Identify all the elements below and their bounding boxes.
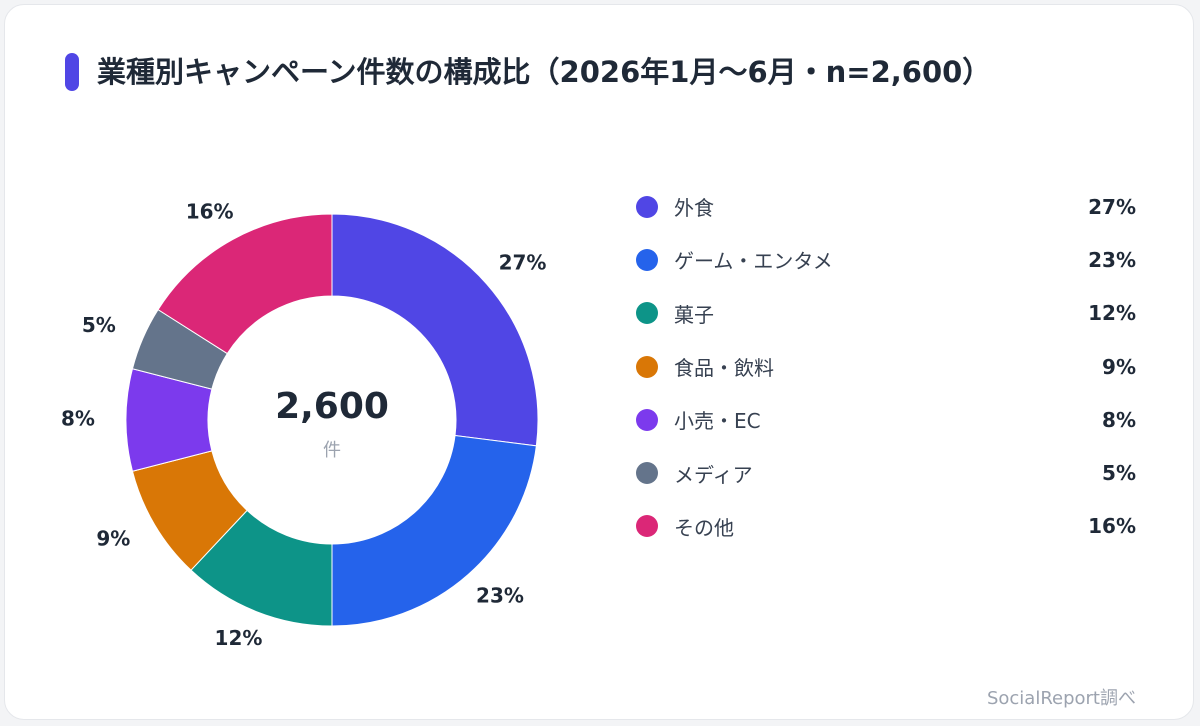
legend-item: ゲーム・エンタメ 23% [636,233,1136,286]
legend-swatch-icon [636,248,658,271]
legend-item: 菓子 12% [636,287,1136,340]
donut-slice-7[interactable] [157,213,333,355]
center-total-value: 2,600 [275,386,389,427]
legend-item: メディア 5% [636,446,1136,499]
legend-value: 5% [1102,461,1136,486]
legend-label: その他 [674,515,734,540]
donut-slices [125,213,539,627]
legend-value: 9% [1102,354,1136,379]
legend-item: 外食 27% [636,180,1136,233]
chart-title: 業種別キャンペーン件数の構成比（2026年1月〜6月・n=2,600） [97,55,992,89]
slice-label-4: 9% [96,527,130,551]
legend-item: 小売・EC 8% [636,393,1136,446]
center-total-unit: 件 [323,440,341,461]
legend-label: 小売・EC [674,409,761,434]
legend-label: ゲーム・エンタメ [674,249,833,274]
legend-item: 食品・飲料 9% [636,340,1136,393]
slice-label-7: 16% [186,200,234,224]
donut-slice-1[interactable] [331,213,539,447]
legend-item: その他 16% [636,500,1136,553]
donut-slice-2[interactable] [331,434,537,627]
legend-swatch-icon [636,462,658,485]
legend-swatch-icon [636,355,658,378]
legend-swatch-icon [636,195,658,218]
legend-label: メディア [674,462,753,487]
legend-label: 菓子 [674,302,714,327]
chart-legend: 外食 27% ゲーム・エンタメ 23% 菓子 12% 食品・飲料 9% 小売・EC 8% メディア 5… [636,180,1136,553]
slice-label-2: 23% [476,584,524,608]
legend-label: 食品・飲料 [674,356,774,381]
slice-label-3: 12% [215,626,263,650]
slice-label-5: 8% [61,407,95,431]
legend-value: 27% [1088,194,1136,219]
legend-value: 16% [1088,514,1136,539]
legend-label: 外食 [674,196,714,221]
slice-label-1: 27% [499,250,547,274]
source-note: SocialReport調べ [986,688,1136,709]
title-accent-bar [65,53,79,91]
legend-value: 23% [1088,247,1136,272]
legend-value: 12% [1088,301,1136,326]
legend-swatch-icon [636,302,658,325]
legend-swatch-icon [636,515,658,538]
legend-swatch-icon [636,408,658,431]
slice-label-6: 5% [82,313,116,337]
slice-percent-labels: 27% 23% 12% 9% 8% 5% 16% [61,200,546,650]
legend-value: 8% [1102,407,1136,432]
